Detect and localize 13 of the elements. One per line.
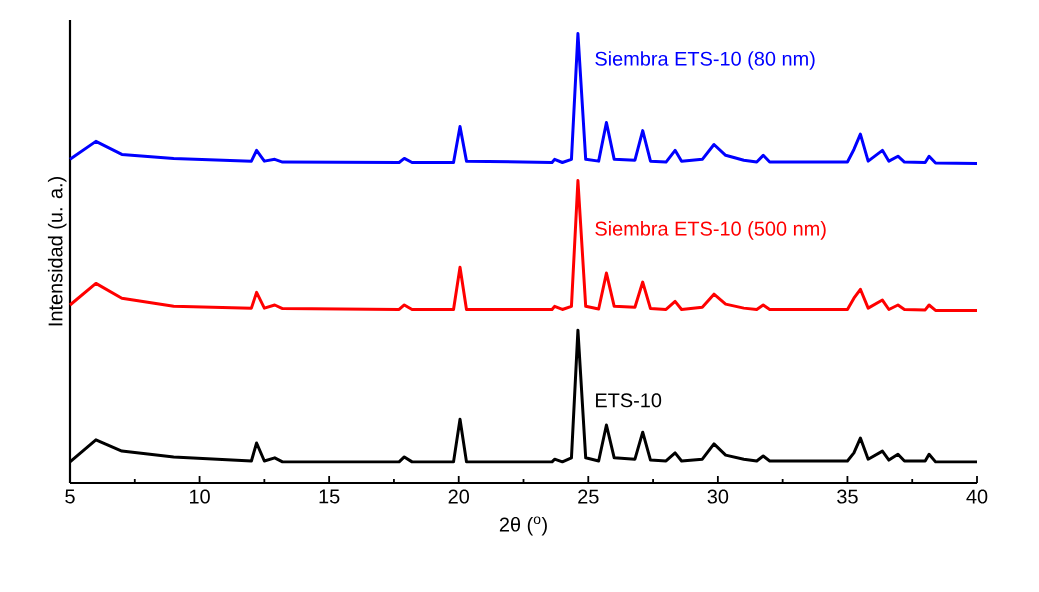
series-label: Siembra ETS-10 (80 nm) [595, 51, 815, 70]
x-axis-title: 2θ ($^{o}$) [499, 516, 547, 536]
x-tick-label: 10 [190, 489, 210, 504]
x-tick-label: 35 [837, 489, 858, 504]
x-tick-label: 40 [966, 489, 988, 504]
x-tick-label: 30 [707, 489, 729, 504]
y-axis-title: Intensidad (u. a.) [47, 177, 67, 326]
x-tick-label: 25 [578, 489, 599, 504]
series-label: ETS-10 [596, 393, 662, 408]
x-tick-label: 20 [448, 489, 470, 504]
x-tick-label: 15 [319, 489, 340, 504]
x-tick-label: 5 [65, 489, 75, 504]
series-label: Siembra ETS-10 (500 nm) [595, 221, 826, 240]
